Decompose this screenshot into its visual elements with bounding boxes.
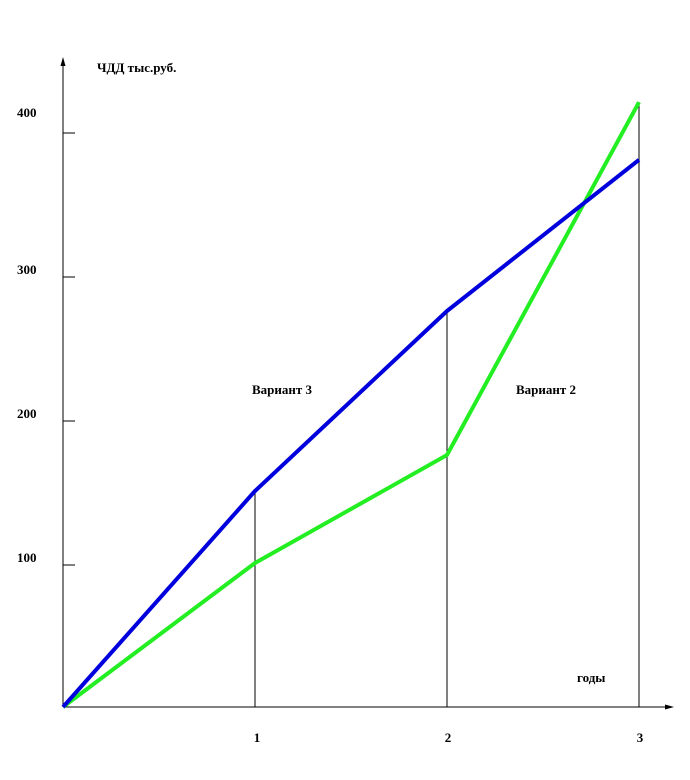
y-axis-arrow <box>60 57 66 66</box>
y-tick-label: 200 <box>17 406 37 421</box>
series-label-variant-3: Вариант 3 <box>252 382 313 397</box>
series-line-variant-2 <box>61 101 641 709</box>
y-tick-label: 300 <box>17 262 37 277</box>
x-tick-label: 1 <box>254 730 261 745</box>
series-line-variant-3 <box>61 158 641 709</box>
y-tick-label: 400 <box>17 105 37 120</box>
y-tick-label: 100 <box>17 550 37 565</box>
year-drop-lines <box>254 102 640 707</box>
x-axis-title: годы <box>577 670 605 685</box>
series-group <box>61 101 641 709</box>
x-tick-label: 2 <box>445 730 452 745</box>
y-ticks: 100 200 300 400 <box>17 105 75 566</box>
x-axis-arrow <box>665 704 674 710</box>
x-ticks: 1 2 3 <box>254 730 644 745</box>
y-axis-title: ЧДД тыс.руб. <box>97 60 176 75</box>
x-tick-label: 3 <box>637 730 644 745</box>
series-label-variant-2: Вариант 2 <box>516 382 576 397</box>
